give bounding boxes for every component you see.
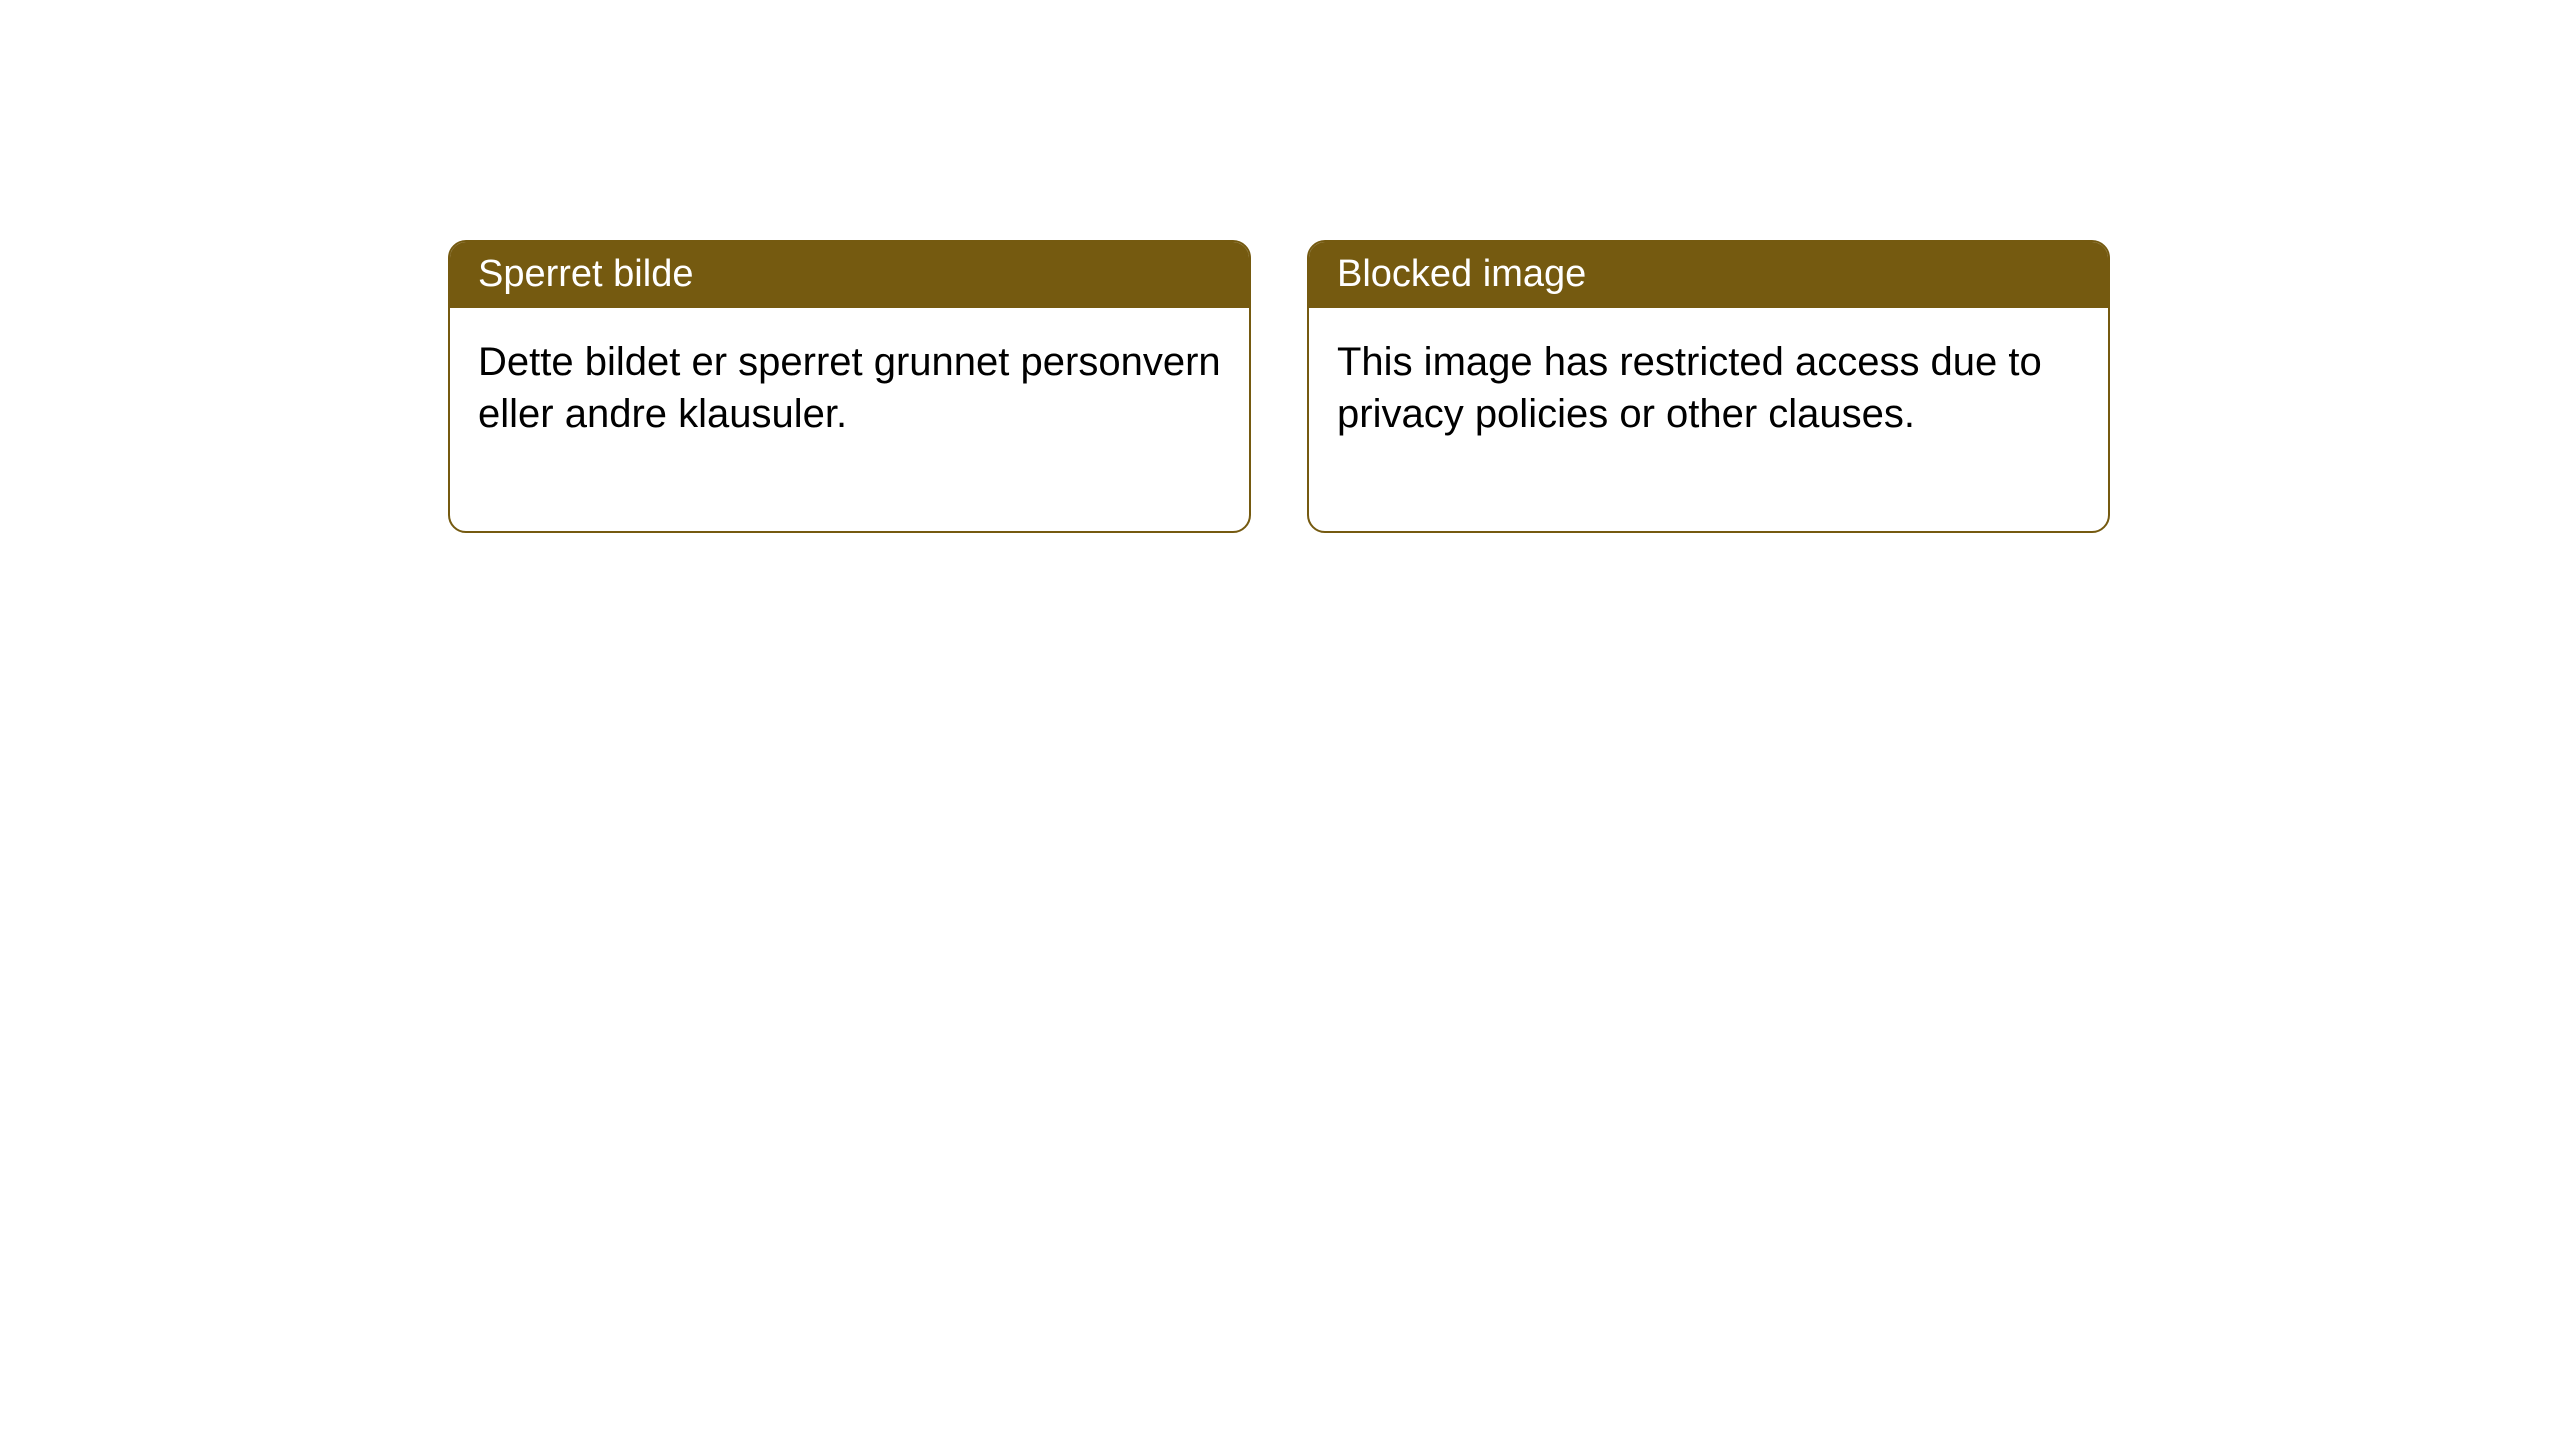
notice-card-english: Blocked image This image has restricted … — [1307, 240, 2110, 533]
notice-card-body: This image has restricted access due to … — [1309, 308, 2108, 532]
notice-card-header: Blocked image — [1309, 242, 2108, 308]
notice-card-header: Sperret bilde — [450, 242, 1249, 308]
notice-card-body: Dette bildet er sperret grunnet personve… — [450, 308, 1249, 532]
notice-container: Sperret bilde Dette bildet er sperret gr… — [0, 0, 2560, 533]
notice-card-norwegian: Sperret bilde Dette bildet er sperret gr… — [448, 240, 1251, 533]
